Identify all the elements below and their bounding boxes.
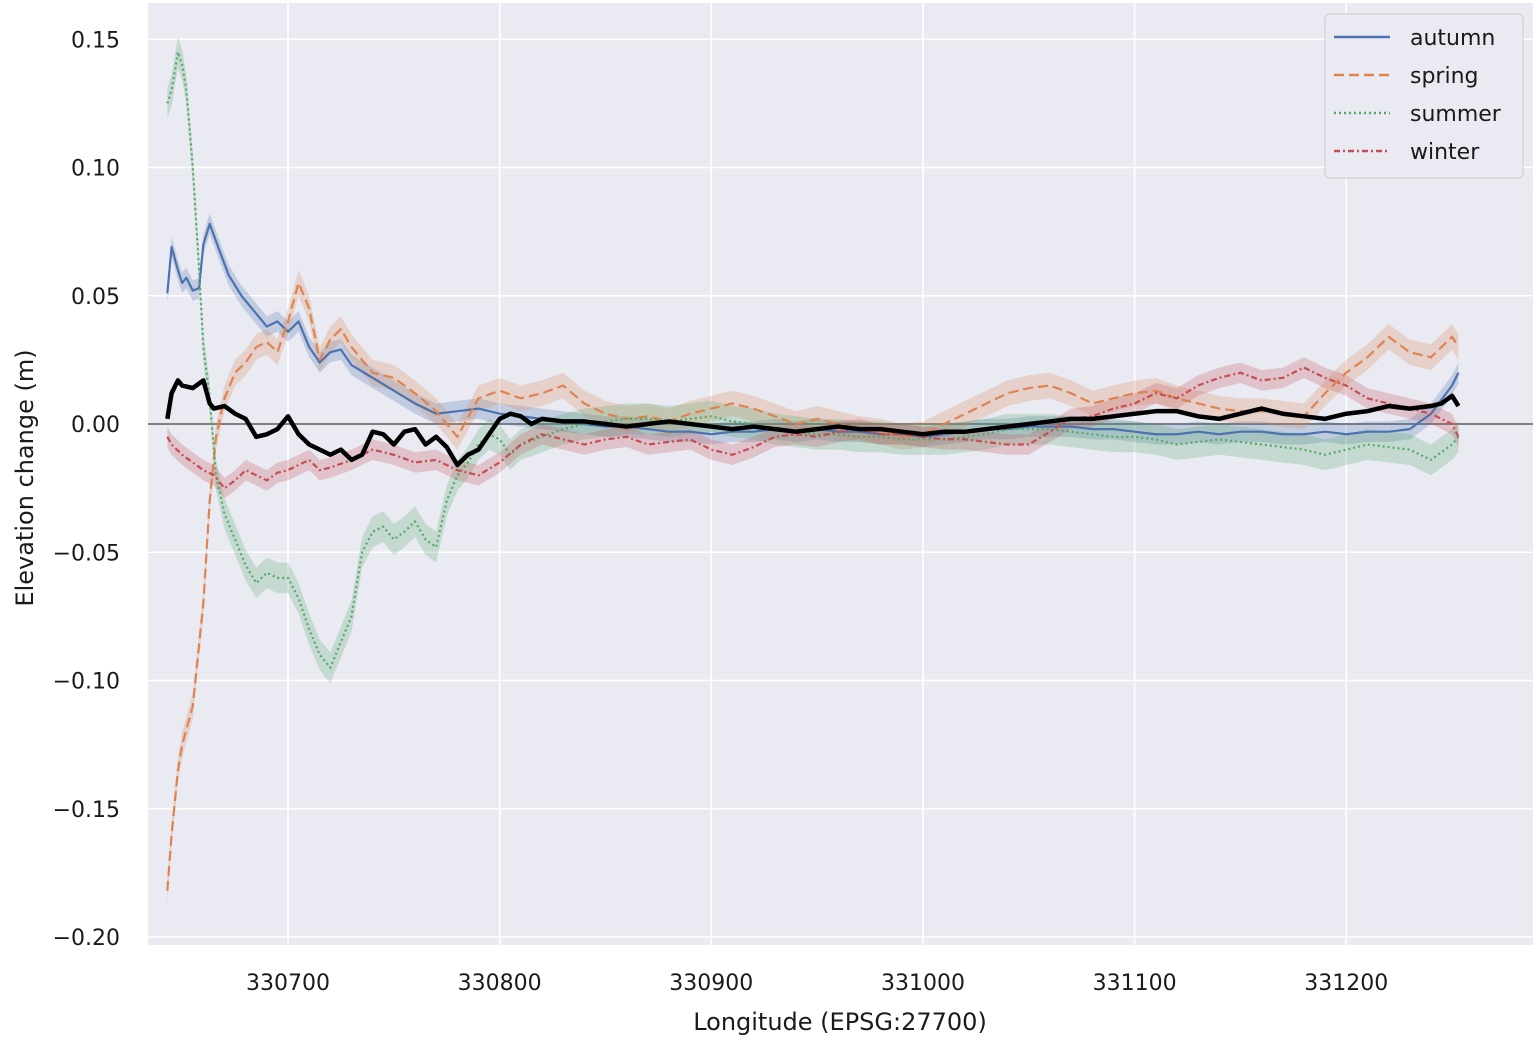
plot-background	[148, 3, 1533, 945]
x-axis-label: Longitude (EPSG:27700)	[693, 1008, 987, 1036]
y-tick-label: −0.20	[53, 926, 120, 951]
series-line-summer	[166, 50, 1460, 669]
y-tick-label: −0.05	[53, 541, 120, 566]
series-line-winter	[166, 366, 1460, 490]
y-tick-labels: 0.15 0.10 0.05 0.00 −0.05 −0.10 −0.15 −0.20	[53, 28, 120, 951]
series-line-autumn	[166, 222, 1460, 438]
y-tick-label: 0.00	[71, 413, 120, 438]
series-line-spring	[166, 281, 1460, 891]
y-tick-label: 0.05	[71, 285, 120, 310]
legend: autumn spring summer winter	[1324, 13, 1524, 179]
y-tick-label: 0.15	[71, 28, 120, 53]
legend-label-summer: summer	[1410, 102, 1502, 127]
legend-label-winter: winter	[1410, 140, 1480, 165]
series-line-overall	[165, 378, 1461, 468]
confidence-band	[167, 213, 1459, 448]
x-tick-label: 330900	[669, 971, 753, 996]
legend-label-spring: spring	[1410, 64, 1479, 89]
legend-label-autumn: autumn	[1410, 26, 1495, 51]
series-lines	[165, 50, 1461, 891]
x-tick-labels: 330700 330800 330900 331000 331100 331200	[246, 971, 1388, 996]
x-tick-label: 331200	[1304, 971, 1388, 996]
x-tick-label: 330700	[246, 971, 330, 996]
x-tick-label: 331100	[1093, 971, 1177, 996]
y-tick-label: −0.10	[53, 670, 120, 695]
y-tick-label: 0.10	[71, 157, 120, 182]
x-tick-label: 331000	[881, 971, 965, 996]
legend-box	[1324, 13, 1524, 179]
y-axis-label: Elevation change (m)	[11, 349, 39, 606]
x-tick-label: 330800	[458, 971, 542, 996]
y-tick-label: −0.15	[53, 798, 120, 823]
